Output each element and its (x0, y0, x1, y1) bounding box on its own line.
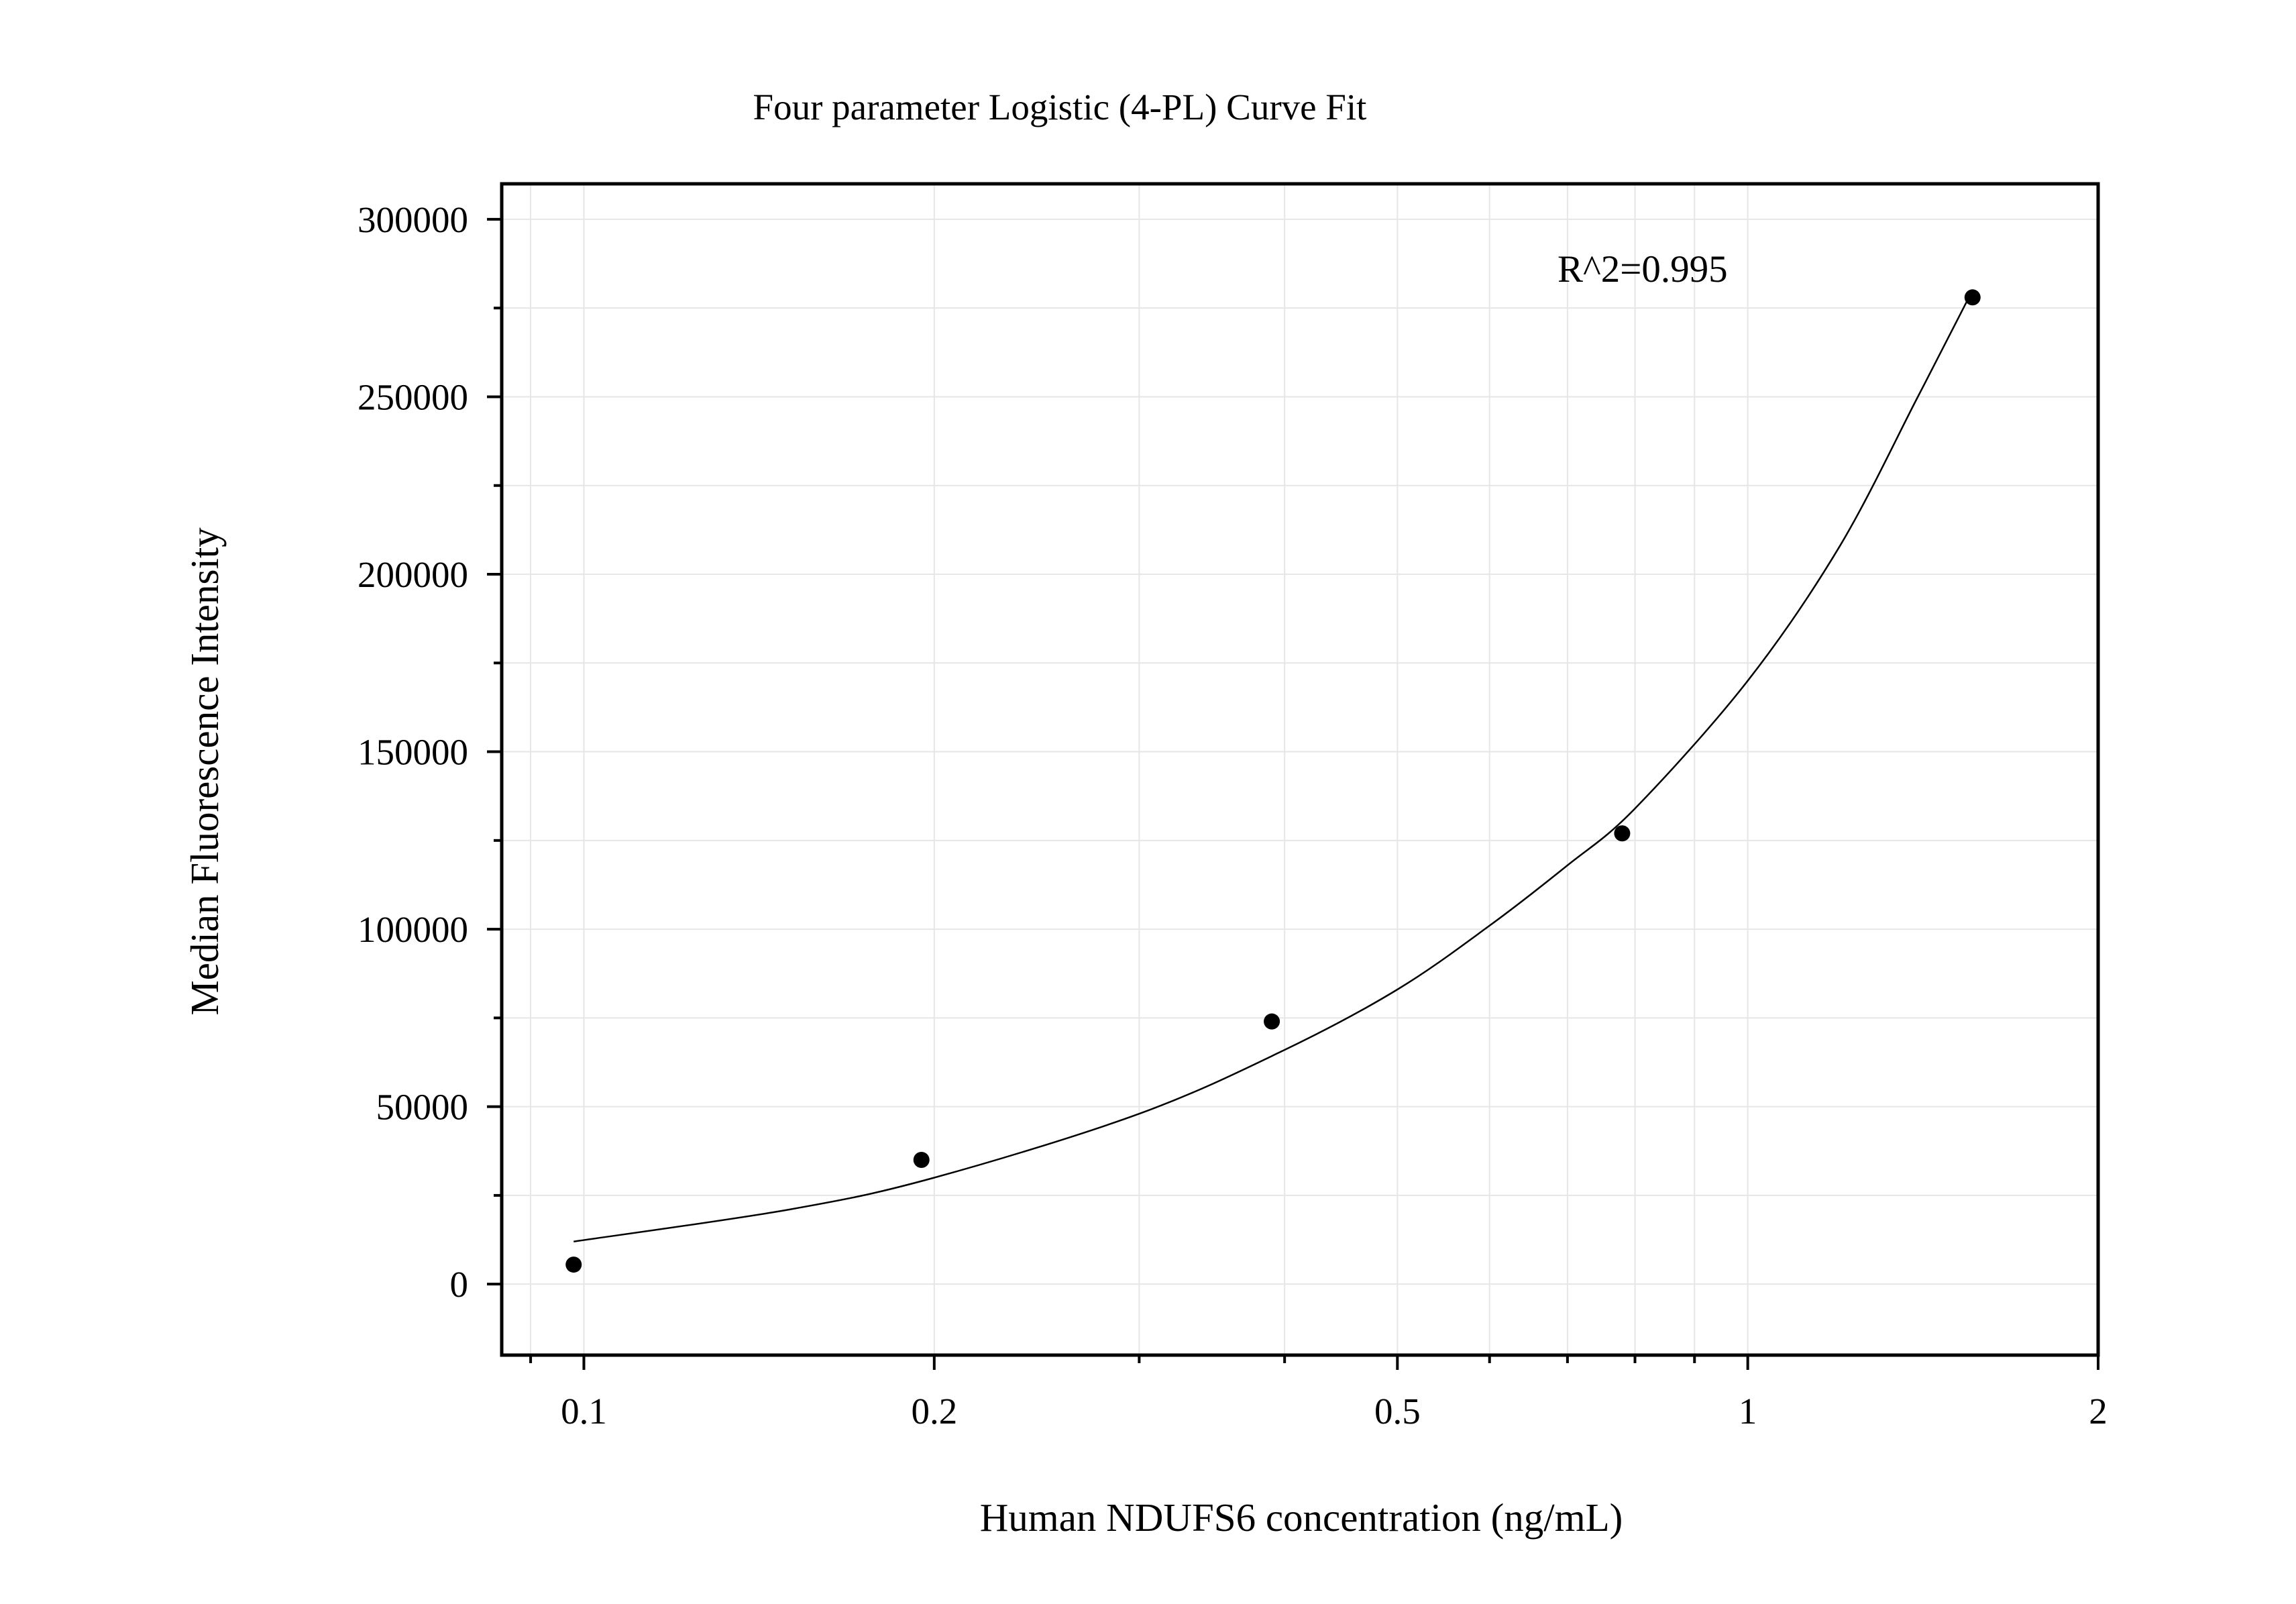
chart-title: Four parameter Logistic (4-PL) Curve Fit (753, 87, 1367, 127)
grid (502, 184, 2098, 1355)
x-axis-label: Human NDUFS6 concentration (ng/mL) (980, 1495, 1623, 1540)
fit-curve (573, 290, 1973, 1242)
y-tick-label: 100000 (358, 909, 468, 950)
x-tick-label: 2 (2089, 1391, 2108, 1432)
axis-ticks (487, 217, 2099, 1370)
y-tick-label: 250000 (358, 376, 468, 417)
tick-labels: 0.1 0.2 0.5 1 2 0 50000 100000 150000 200000 25000… (358, 199, 2108, 1432)
data-points (565, 289, 1981, 1273)
data-point (1614, 825, 1631, 842)
y-tick-label: 50000 (376, 1087, 469, 1128)
x-tick-label: 1 (1739, 1391, 1757, 1432)
x-tick-label: 0.5 (1374, 1391, 1421, 1432)
y-tick-label: 300000 (358, 199, 468, 240)
data-point (565, 1257, 582, 1273)
y-tick-label: 0 (450, 1264, 469, 1305)
y-axis-label: Median Fluorescence Intensity (182, 527, 227, 1016)
y-tick-label: 150000 (358, 732, 468, 773)
data-point (1964, 289, 1981, 306)
y-tick-label: 200000 (358, 554, 468, 595)
data-point (913, 1152, 930, 1168)
fit-curve-layer (573, 290, 1973, 1242)
r-squared-annotation: R^2=0.995 (1557, 248, 1728, 290)
x-tick-label: 0.2 (911, 1391, 957, 1432)
plot-frame (500, 182, 2100, 1357)
data-point (1264, 1013, 1280, 1030)
x-tick-label: 0.1 (561, 1391, 607, 1432)
